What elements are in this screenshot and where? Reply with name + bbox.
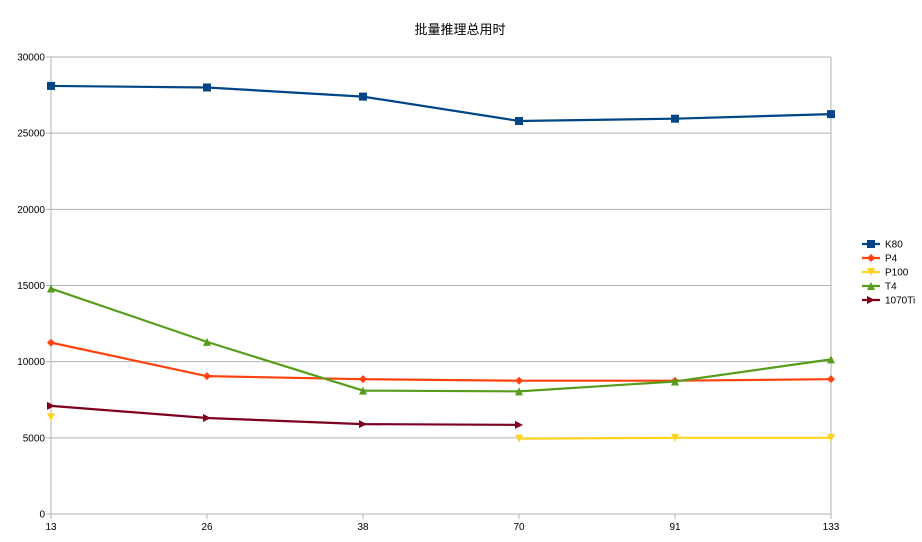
data-point-p100 xyxy=(515,434,523,443)
data-point-k80 xyxy=(47,81,55,90)
y-tick-label: 0 xyxy=(39,510,45,521)
series-k80 xyxy=(47,81,835,125)
legend-item-p4: P4 xyxy=(862,254,898,265)
series-1070ti xyxy=(47,401,523,429)
data-point-p4 xyxy=(203,372,211,381)
x-tick-label: 133 xyxy=(823,522,840,533)
y-tick-labels: 0 5000 10000 15000 20000 25000 30000 xyxy=(17,53,45,521)
data-point-1070ti xyxy=(359,420,367,429)
axes xyxy=(46,56,832,519)
data-point-t4 xyxy=(671,377,679,386)
data-point-p4 xyxy=(827,375,835,384)
data-point-k80 xyxy=(671,114,679,123)
data-point-p100 xyxy=(827,433,835,442)
data-point-t4 xyxy=(515,387,523,396)
x-tick-label: 13 xyxy=(45,522,57,533)
data-point-k80 xyxy=(359,92,367,101)
series-p4 xyxy=(47,338,835,385)
x-tick-label: 38 xyxy=(357,522,369,533)
data-point-t4 xyxy=(203,337,211,346)
legend-item-p100: P100 xyxy=(862,268,909,279)
series-layer xyxy=(47,81,835,443)
x-tick-label: 70 xyxy=(513,522,525,533)
legend-label-k80: K80 xyxy=(885,240,903,251)
data-point-1070ti xyxy=(203,414,211,423)
y-tick-label: 30000 xyxy=(17,53,45,64)
grid-lines xyxy=(51,56,832,514)
chart-title: 批量推理总用时 xyxy=(414,23,505,38)
legend-marker-k80 xyxy=(867,240,875,248)
x-tick-label: 91 xyxy=(669,522,681,533)
legend-item-t4: T4 xyxy=(862,282,897,293)
y-tick-label: 20000 xyxy=(17,205,45,216)
series-line-p4 xyxy=(50,341,832,382)
data-point-k80 xyxy=(515,116,523,125)
data-point-t4 xyxy=(47,284,55,293)
data-point-k80 xyxy=(203,83,211,92)
series-line-k80 xyxy=(50,84,832,123)
data-point-t4 xyxy=(827,355,835,364)
legend-label-p4: P4 xyxy=(885,254,898,265)
legend-marker-p100 xyxy=(867,268,875,276)
legend-label-p100: P100 xyxy=(885,268,909,279)
legend-marker-p4 xyxy=(867,254,875,262)
data-point-p100 xyxy=(671,433,679,442)
data-point-t4 xyxy=(359,386,367,395)
series-line-1070ti xyxy=(50,404,520,426)
legend-item-k80: K80 xyxy=(862,240,903,251)
series-line-t4 xyxy=(50,287,832,393)
data-point-1070ti xyxy=(47,401,55,410)
legend-marker-1070ti xyxy=(867,296,875,304)
data-point-p4 xyxy=(359,375,367,384)
y-tick-label: 15000 xyxy=(17,281,45,292)
data-point-p4 xyxy=(515,376,523,385)
data-point-p4 xyxy=(47,338,55,347)
data-point-1070ti xyxy=(515,420,523,429)
y-tick-label: 5000 xyxy=(23,433,46,444)
legend: K80 P4 P100 T4 1070Ti xyxy=(862,240,915,307)
legend-label-t4: T4 xyxy=(885,282,897,293)
series-t4 xyxy=(47,284,835,396)
data-point-k80 xyxy=(827,110,835,119)
x-tick-labels: 13 26 38 70 91 133 xyxy=(45,522,839,533)
legend-marker-t4 xyxy=(867,282,875,290)
data-point-p100 xyxy=(47,413,55,422)
legend-label-1070ti: 1070Ti xyxy=(885,296,915,307)
legend-item-1070ti: 1070Ti xyxy=(862,296,915,307)
y-tick-label: 25000 xyxy=(17,129,45,140)
x-tick-label: 26 xyxy=(201,522,213,533)
series-p100 xyxy=(47,413,835,443)
y-tick-label: 10000 xyxy=(17,357,45,368)
